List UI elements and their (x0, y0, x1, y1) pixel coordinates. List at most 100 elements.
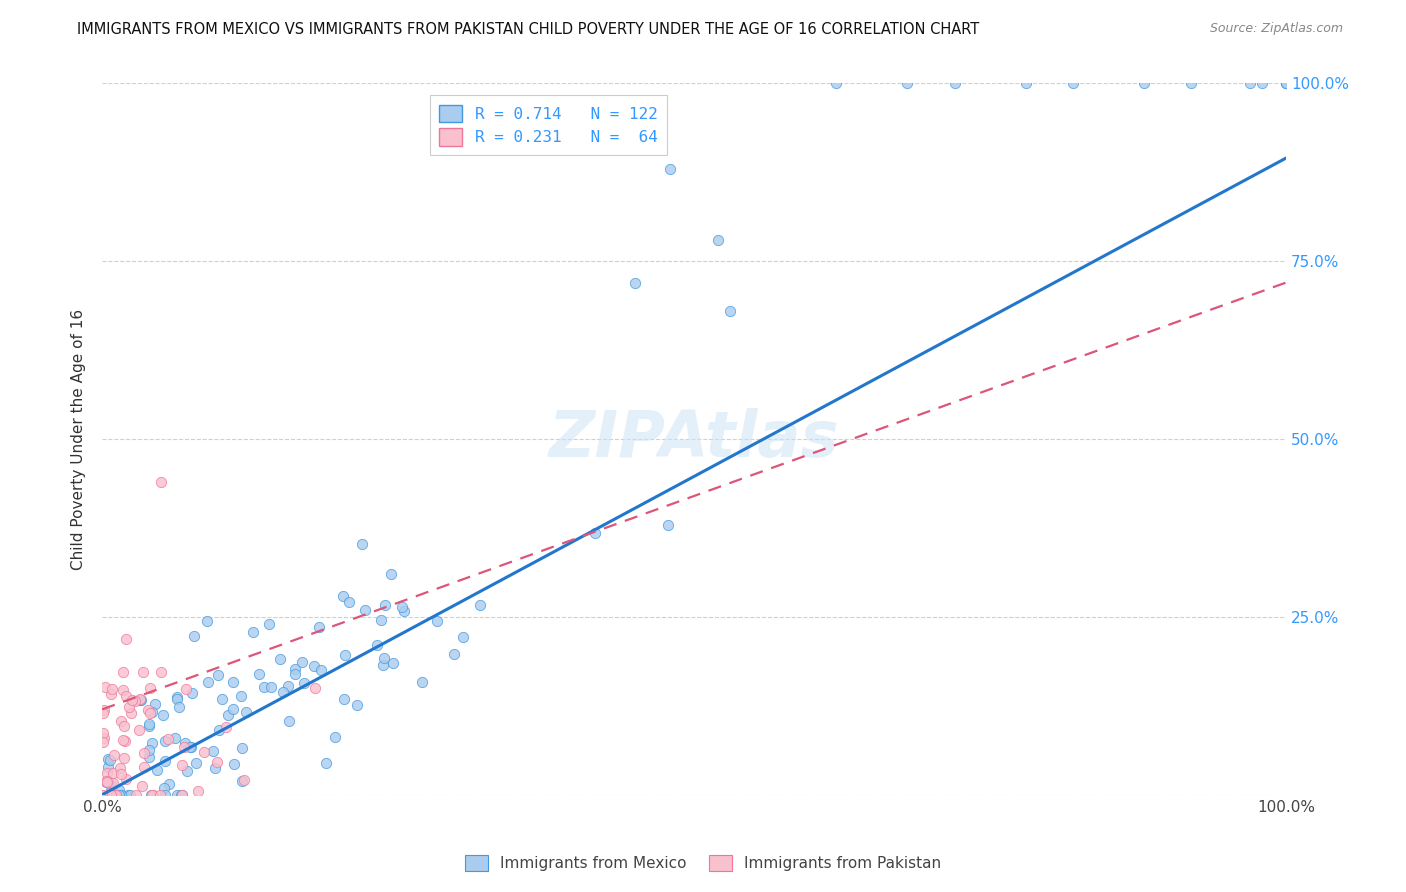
Point (149, 665, 172, 679)
Point (153, 755, 176, 769)
Point (141, 736, 163, 750)
Point (165, 731, 187, 746)
Point (111, 665, 134, 680)
Point (304, 681, 326, 695)
Point (97, 788, 120, 802)
Point (115, 690, 138, 704)
Point (231, 690, 253, 704)
Point (1062, 77, 1084, 91)
Point (214, 720, 236, 734)
Point (257, 616, 280, 631)
Point (1180, 77, 1202, 91)
Point (91, 735, 114, 749)
Point (138, 750, 160, 764)
Point (231, 773, 253, 788)
Point (235, 705, 257, 719)
Point (114, 734, 136, 748)
Point (117, 788, 139, 802)
Point (323, 730, 346, 744)
Point (231, 740, 253, 755)
Point (166, 692, 188, 706)
Point (1014, 77, 1036, 91)
Point (146, 763, 169, 777)
Point (222, 674, 245, 689)
Point (201, 743, 224, 757)
Point (179, 740, 201, 755)
Point (131, 665, 153, 680)
Point (373, 651, 395, 665)
Point (169, 699, 191, 714)
Point (352, 537, 374, 551)
Point (150, 475, 173, 489)
Point (304, 658, 326, 673)
Point (183, 629, 205, 643)
Point (139, 706, 162, 720)
Point (187, 784, 209, 798)
Point (173, 740, 195, 755)
Point (100, 783, 122, 797)
Point (208, 723, 231, 737)
Point (659, 161, 682, 176)
Point (443, 647, 465, 661)
Point (108, 788, 131, 802)
Point (110, 714, 132, 729)
Point (156, 731, 179, 746)
Point (624, 276, 647, 290)
Point (111, 732, 134, 747)
Point (101, 779, 124, 793)
Point (291, 655, 314, 669)
Point (138, 743, 160, 757)
Point (193, 745, 215, 759)
Point (91, 788, 114, 802)
Text: Source: ZipAtlas.com: Source: ZipAtlas.com (1209, 22, 1343, 36)
Point (101, 681, 124, 696)
Point (382, 656, 405, 670)
Point (101, 776, 124, 790)
Point (366, 638, 388, 652)
Point (97, 751, 120, 765)
Point (170, 788, 193, 802)
Point (138, 716, 160, 731)
Point (247, 667, 270, 681)
Point (718, 304, 741, 318)
Point (332, 692, 354, 706)
Point (134, 746, 156, 760)
Point (141, 788, 163, 802)
Point (110, 761, 132, 775)
Point (97, 760, 120, 774)
Point (155, 734, 177, 748)
Point (170, 757, 193, 772)
Point (211, 692, 233, 706)
Point (108, 782, 131, 797)
Point (451, 630, 474, 644)
Legend: Immigrants from Mexico, Immigrants from Pakistan: Immigrants from Mexico, Immigrants from … (458, 849, 948, 877)
Point (371, 658, 394, 673)
Point (96, 765, 118, 780)
Point (174, 681, 197, 696)
Point (138, 718, 160, 732)
Point (233, 773, 256, 788)
Point (97, 774, 120, 789)
Y-axis label: Child Poverty Under the Age of 16: Child Poverty Under the Age of 16 (72, 309, 86, 570)
Point (277, 714, 299, 729)
Point (104, 788, 127, 802)
Point (100, 687, 122, 701)
Point (346, 698, 368, 712)
Point (155, 788, 177, 802)
Point (311, 663, 333, 677)
Point (91, 726, 114, 740)
Point (468, 598, 491, 612)
Point (380, 567, 402, 582)
Point (96, 775, 118, 789)
Point (93, 703, 115, 717)
Point (253, 680, 276, 694)
Point (110, 766, 132, 780)
Point (1275, 77, 1298, 91)
Point (110, 788, 132, 802)
Point (124, 694, 146, 708)
Point (391, 600, 413, 615)
Point (100, 786, 122, 800)
Point (1239, 77, 1261, 91)
Point (1275, 77, 1298, 91)
Point (197, 674, 219, 689)
